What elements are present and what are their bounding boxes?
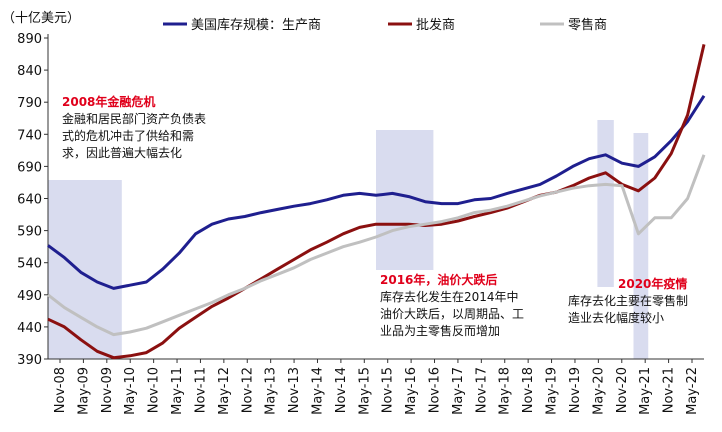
annotation-2020-title: 2020年疫情: [618, 277, 688, 291]
y-tick-label: 490: [17, 289, 42, 304]
x-tick-label: Nov-16: [428, 367, 443, 413]
x-tick-label: May-19: [545, 367, 560, 415]
shaded-period: [376, 130, 434, 270]
legend-label: 美国库存规模：生产商: [191, 17, 321, 33]
x-tick-label: May-14: [310, 367, 325, 415]
x-tick-label: Nov-13: [287, 367, 302, 413]
x-tick-label: Nov-10: [147, 367, 162, 413]
x-tick-label: May-20: [591, 367, 606, 415]
legend-label: 零售商: [568, 17, 607, 33]
x-tick-label: Nov-12: [240, 367, 255, 413]
x-tick-label: May-13: [264, 367, 279, 415]
x-tick-label: Nov-15: [381, 367, 396, 413]
x-tick-label: May-11: [170, 367, 185, 415]
legend-label: 批发商: [416, 17, 455, 33]
unit-label: （十亿美元）: [2, 11, 81, 26]
y-tick-label: 390: [17, 353, 42, 368]
y-tick-label: 640: [17, 193, 42, 208]
x-tick-label: Nov-21: [662, 367, 677, 413]
y-tick-label: 740: [17, 128, 42, 143]
y-tick-label: 690: [17, 160, 42, 175]
annotation-2020-text: 库存去化主要在零售制造业去化幅度较小: [568, 294, 689, 325]
y-axis: 390 440 490 540 590 640 690 740 790 840 890: [17, 32, 49, 368]
x-tick-label: Nov-19: [568, 367, 583, 413]
x-tick-label: May-15: [357, 367, 372, 415]
x-axis: Nov-08 May-09 Nov-09 May-10 Nov-10 May-11 Nov-…: [48, 358, 704, 415]
x-tick-label: Nov-17: [474, 367, 489, 413]
annotation-2016: 2016年，油价大跌后 库存去化发生在2014年中油价大跌后，以周期品、工业品为…: [380, 272, 530, 340]
x-tick-label: Nov-14: [334, 367, 349, 413]
x-tick-label: Nov-20: [615, 367, 630, 413]
x-tick-label: Nov-18: [521, 367, 536, 413]
annotation-2020: 2020年疫情 库存去化主要在零售制造业去化幅度较小: [568, 276, 696, 327]
x-tick-label: May-10: [123, 367, 138, 415]
series-line-1: [47, 44, 706, 360]
annotation-2008: 2008年金融危机 金融和居民部门资产负债表式的危机冲击了供给和需求，因此普遍大…: [62, 94, 212, 162]
x-tick-label: Nov-11: [193, 367, 208, 413]
x-tick-label: May-09: [76, 367, 91, 415]
x-tick-label: May-16: [404, 367, 419, 415]
series-line-2: [47, 154, 706, 337]
y-tick-label: 540: [17, 257, 42, 272]
x-tick-label: Nov-09: [100, 367, 115, 413]
shaded-period: [48, 180, 122, 359]
y-tick-label: 890: [17, 32, 42, 47]
annotation-2008-title: 2008年金融危机: [62, 95, 156, 109]
x-tick-label: May-17: [451, 367, 466, 415]
x-tick-label: Nov-08: [53, 367, 68, 413]
y-tick-label: 590: [17, 225, 42, 240]
series-lines: [47, 44, 706, 360]
x-tick-label: May-22: [685, 367, 700, 415]
series-line-0: [47, 94, 706, 290]
annotation-2008-text: 金融和居民部门资产负债表式的危机冲击了供给和需求，因此普遍大幅去化: [62, 112, 207, 160]
x-tick-label: May-12: [217, 367, 232, 415]
x-tick-label: May-18: [498, 367, 513, 415]
legend: 美国库存规模：生产商 批发商 零售商: [163, 17, 607, 33]
y-tick-label: 440: [17, 321, 42, 336]
annotation-2016-title: 2016年，油价大跌后: [380, 273, 498, 287]
shaded-period: [597, 120, 614, 287]
x-tick-label: May-21: [638, 367, 653, 415]
y-tick-label: 840: [17, 64, 42, 79]
annotation-2016-text: 库存去化发生在2014年中油价大跌后，以周期品、工业品为主零售反而增加: [380, 290, 525, 338]
y-tick-label: 790: [17, 96, 42, 111]
